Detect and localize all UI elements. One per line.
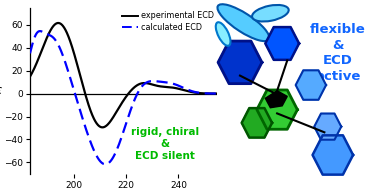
Y-axis label: Δε: Δε <box>0 84 3 97</box>
Polygon shape <box>218 41 262 84</box>
Polygon shape <box>314 114 341 140</box>
Ellipse shape <box>216 22 231 46</box>
Text: rigid, chiral
&
ECD silent: rigid, chiral & ECD silent <box>131 127 199 160</box>
Polygon shape <box>266 91 287 108</box>
Legend: experimental ECD, calculated ECD: experimental ECD, calculated ECD <box>118 8 217 35</box>
Ellipse shape <box>252 5 289 22</box>
Polygon shape <box>266 27 299 60</box>
Polygon shape <box>313 135 353 175</box>
Text: flexible
&
ECD
active: flexible & ECD active <box>310 23 366 83</box>
Ellipse shape <box>217 4 269 41</box>
Polygon shape <box>296 70 326 100</box>
Polygon shape <box>257 90 297 129</box>
Polygon shape <box>242 108 272 138</box>
